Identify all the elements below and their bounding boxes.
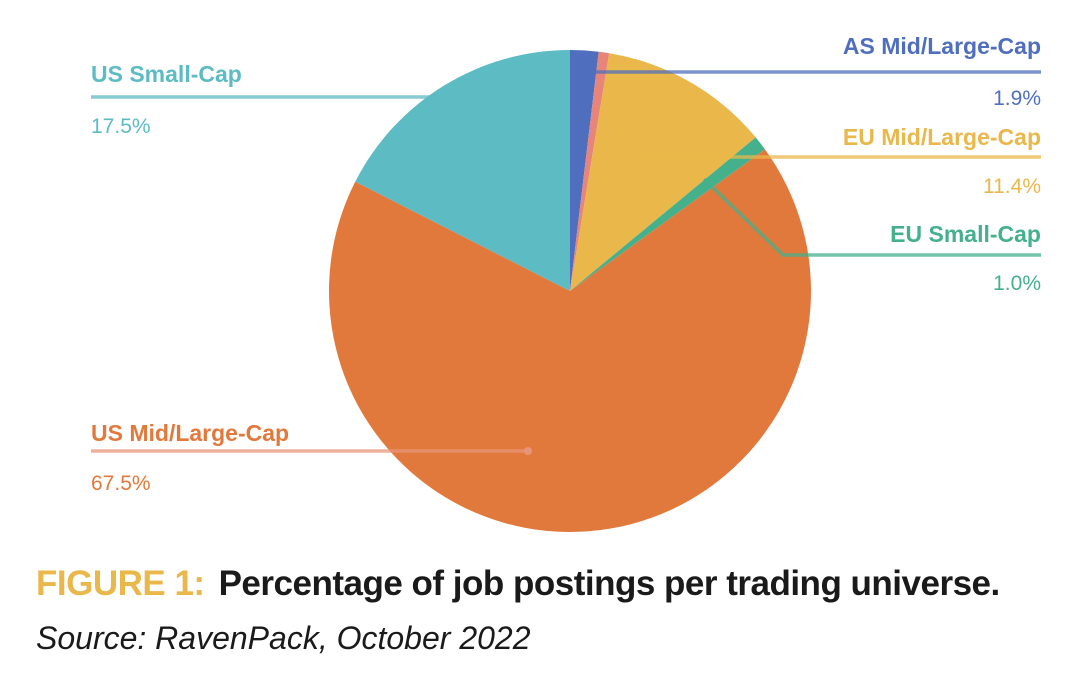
leader-lines bbox=[91, 68, 1041, 455]
leader-dot-us-small-cap bbox=[448, 93, 456, 101]
slice-label-eu-mid-large-cap: EU Mid/Large-Cap bbox=[843, 124, 1041, 150]
pie-slice-eu-mid-large-cap bbox=[570, 53, 756, 292]
pie-slice-us-mid-large-cap bbox=[329, 149, 812, 533]
pie-slice-us-small-cap bbox=[355, 50, 570, 291]
leader-dot-eu-mid-large-cap bbox=[632, 153, 640, 161]
leader-dot-eu-small-cap bbox=[703, 178, 711, 186]
leader-dot-us-mid-large-cap bbox=[524, 447, 532, 455]
pie-slice-as-mid-large-cap bbox=[570, 50, 599, 291]
slice-value-eu-mid-large-cap: 11.4% bbox=[983, 175, 1041, 198]
leader-line-eu-small-cap bbox=[705, 180, 1041, 257]
slice-value-us-mid-large-cap: 67.5% bbox=[91, 472, 151, 495]
figure-title: Percentage of job postings per trading u… bbox=[218, 564, 1001, 603]
slice-label-as-mid-large-cap: AS Mid/Large-Cap bbox=[843, 33, 1041, 59]
slice-label-us-mid-large-cap: US Mid/Large-Cap bbox=[91, 420, 289, 446]
pie-slices bbox=[329, 50, 812, 533]
figure-source: Source: RavenPack, October 2022 bbox=[36, 620, 531, 656]
slice-value-as-mid-large-cap: 1.9% bbox=[993, 87, 1041, 110]
pie-slice-unlabeled-1 bbox=[570, 51, 610, 291]
slice-label-us-small-cap: US Small-Cap bbox=[91, 61, 242, 87]
pie-slice-eu-small-cap bbox=[570, 137, 765, 291]
figure-label: FIGURE 1: bbox=[36, 564, 205, 603]
pie-chart: AS Mid/Large-Cap 1.9% EU Mid/Large-Cap 1… bbox=[91, 33, 1041, 533]
slice-value-eu-small-cap: 1.0% bbox=[993, 272, 1041, 295]
figure-caption: FIGURE 1: Percentage of job postings per … bbox=[36, 560, 1056, 660]
caption-title-line: FIGURE 1: Percentage of job postings per … bbox=[36, 560, 1056, 608]
leader-dot-as-mid-large-cap bbox=[579, 68, 587, 76]
slice-value-us-small-cap: 17.5% bbox=[91, 115, 151, 138]
slice-label-eu-small-cap: EU Small-Cap bbox=[890, 221, 1041, 247]
